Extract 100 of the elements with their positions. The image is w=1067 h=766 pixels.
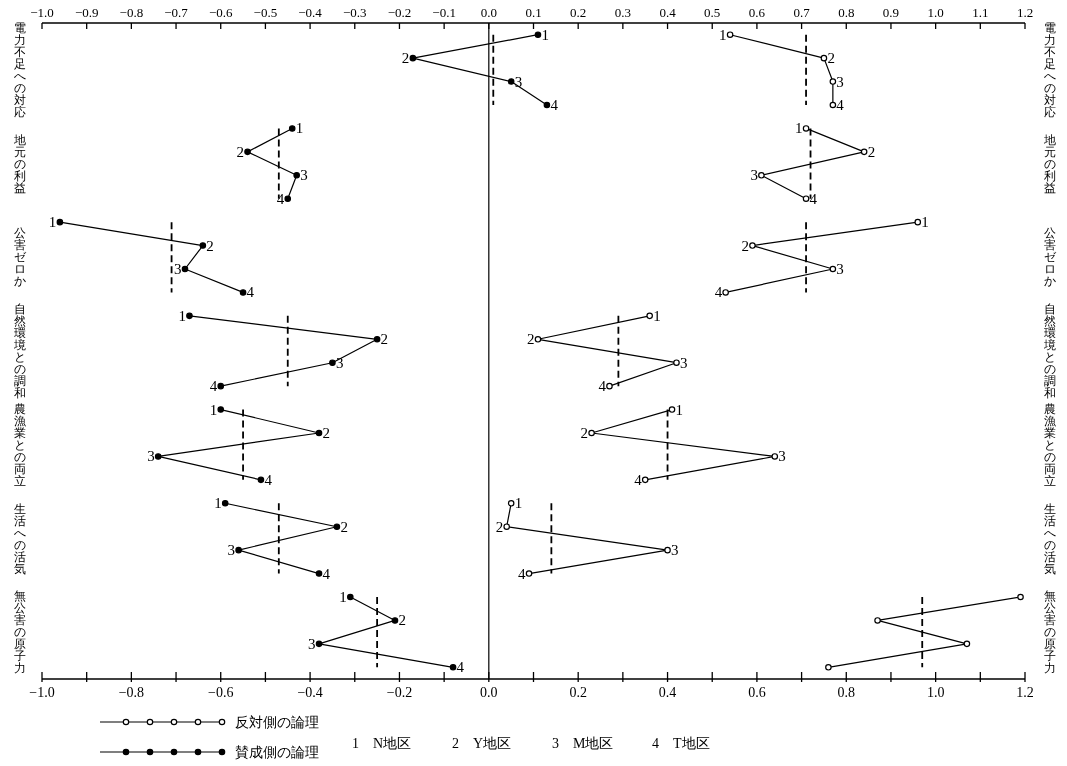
legend-label: 反対側の論理	[235, 715, 319, 730]
text: 4 T地区	[652, 736, 710, 751]
x2-tick-label: −0.8	[119, 5, 144, 20]
annotation: 2	[236, 143, 245, 160]
x2-tick-label: −0.2	[387, 5, 412, 20]
annotation: 4	[714, 284, 723, 301]
x2-tick-label: 0.2	[570, 5, 587, 20]
text: 公害ゼロか	[14, 226, 27, 289]
annotation: 1	[795, 120, 803, 137]
annotation: 4	[264, 471, 273, 488]
annotation: 2	[741, 237, 749, 254]
x-tick-label: 0.6	[748, 685, 766, 700]
x2-tick-label: 0.1	[525, 5, 542, 20]
annotation: 2	[340, 518, 348, 535]
x-tick-label: −0.4	[297, 685, 323, 700]
text: 自然環境との調和	[1043, 302, 1056, 401]
x2-tick-label: 1.2	[1016, 5, 1034, 20]
x2-tick-label: 0.8	[838, 5, 855, 20]
text: 農漁業との両立	[14, 401, 26, 488]
annotation: 3	[836, 73, 844, 90]
annotation: 3	[173, 261, 182, 277]
text: 電力不足への対応	[14, 21, 26, 120]
annotation: 1	[295, 120, 304, 137]
x2-tick-label: 0.9	[882, 5, 900, 20]
text: 地元の利益	[1043, 132, 1056, 195]
annotation: 2	[495, 518, 504, 535]
annotation: 4	[598, 378, 607, 395]
text: 生活への活気	[1044, 501, 1056, 576]
x-tick-label: 1.2	[1016, 685, 1034, 700]
annotation: 1	[653, 307, 661, 324]
x-tick-label: 0.0	[480, 685, 498, 700]
x2-tick-label: −0.5	[253, 5, 278, 20]
annotation: 1	[921, 214, 929, 231]
x-tick-label: 0.4	[658, 685, 677, 700]
annotation: 3	[300, 167, 308, 184]
annotation: 1	[214, 495, 222, 512]
annotation: 2	[526, 331, 535, 348]
annotation: 1	[209, 401, 218, 418]
x-tick-label: 0.8	[837, 685, 856, 700]
x2-tick-label: 0.4	[659, 5, 677, 20]
annotation: 1	[675, 401, 684, 418]
text: 電力不足への対応	[1044, 21, 1056, 120]
annotation: 2	[398, 612, 406, 629]
x2-tick-label: −0.7	[164, 5, 189, 20]
text: 1 N地区	[352, 736, 412, 751]
annotation: 3	[671, 542, 679, 559]
annotation: 3	[778, 448, 786, 465]
annotation: 3	[750, 167, 758, 184]
text: 無公害の原子力	[1044, 589, 1056, 676]
annotation: 4	[634, 471, 643, 488]
x-tick-label: −1.0	[29, 685, 55, 700]
text: 生活への活気	[14, 501, 26, 576]
x-tick-label: 0.2	[569, 685, 587, 700]
x2-tick-label: 1.0	[927, 5, 944, 20]
legend-label: 賛成側の論理	[235, 745, 319, 760]
x2-tick-label: 0.0	[480, 5, 497, 20]
text: 農漁業との両立	[1044, 401, 1056, 488]
x2-tick-label: 1.1	[972, 5, 989, 20]
annotation: 2	[206, 237, 214, 254]
annotation: 3	[227, 542, 236, 559]
annotation: 4	[209, 378, 218, 395]
annotation: 4	[550, 97, 559, 113]
text: 3 M地区	[552, 736, 614, 751]
x2-tick-label: −0.3	[342, 5, 367, 20]
annotation: 2	[322, 425, 331, 441]
annotation: 2	[827, 50, 835, 67]
annotation: 4	[322, 565, 331, 582]
annotation: 1	[541, 26, 549, 43]
x2-tick-label: −0.1	[432, 5, 456, 20]
annotation: 3	[335, 354, 344, 371]
annotation: 4	[456, 659, 465, 676]
text: 地元の利益	[13, 132, 26, 195]
annotation: 2	[401, 50, 410, 67]
annotation: 2	[380, 331, 389, 348]
annotation: 4	[809, 190, 818, 207]
x2-tick-label: −0.6	[208, 5, 234, 20]
annotation: 3	[514, 73, 523, 90]
x-tick-label: −0.2	[386, 685, 413, 700]
annotation: 4	[518, 565, 527, 582]
x-tick-label: −0.6	[208, 685, 234, 700]
annotation: 4	[246, 284, 255, 301]
text: 公害ゼロか	[1044, 226, 1057, 289]
annotation: 2	[867, 143, 876, 160]
annotation: 1	[514, 495, 523, 512]
x2-tick-label: −1.0	[30, 5, 54, 20]
annotation: 4	[836, 97, 845, 113]
annotation: 3	[836, 261, 844, 277]
annotation: 4	[276, 190, 285, 207]
x2-tick-label: −0.4	[298, 5, 323, 20]
annotation: 1	[719, 26, 727, 43]
annotation: 3	[147, 448, 155, 465]
text: 自然環境との調和	[13, 302, 26, 401]
x2-tick-label: 0.7	[793, 5, 811, 20]
text: 無公害の原子力	[14, 589, 26, 676]
x2-tick-label: −0.9	[74, 5, 99, 20]
annotation: 3	[308, 635, 316, 652]
text: 2 Y地区	[452, 736, 512, 751]
x2-tick-label: 0.6	[748, 5, 766, 20]
annotation: 1	[48, 214, 57, 231]
annotation: 1	[178, 307, 186, 324]
